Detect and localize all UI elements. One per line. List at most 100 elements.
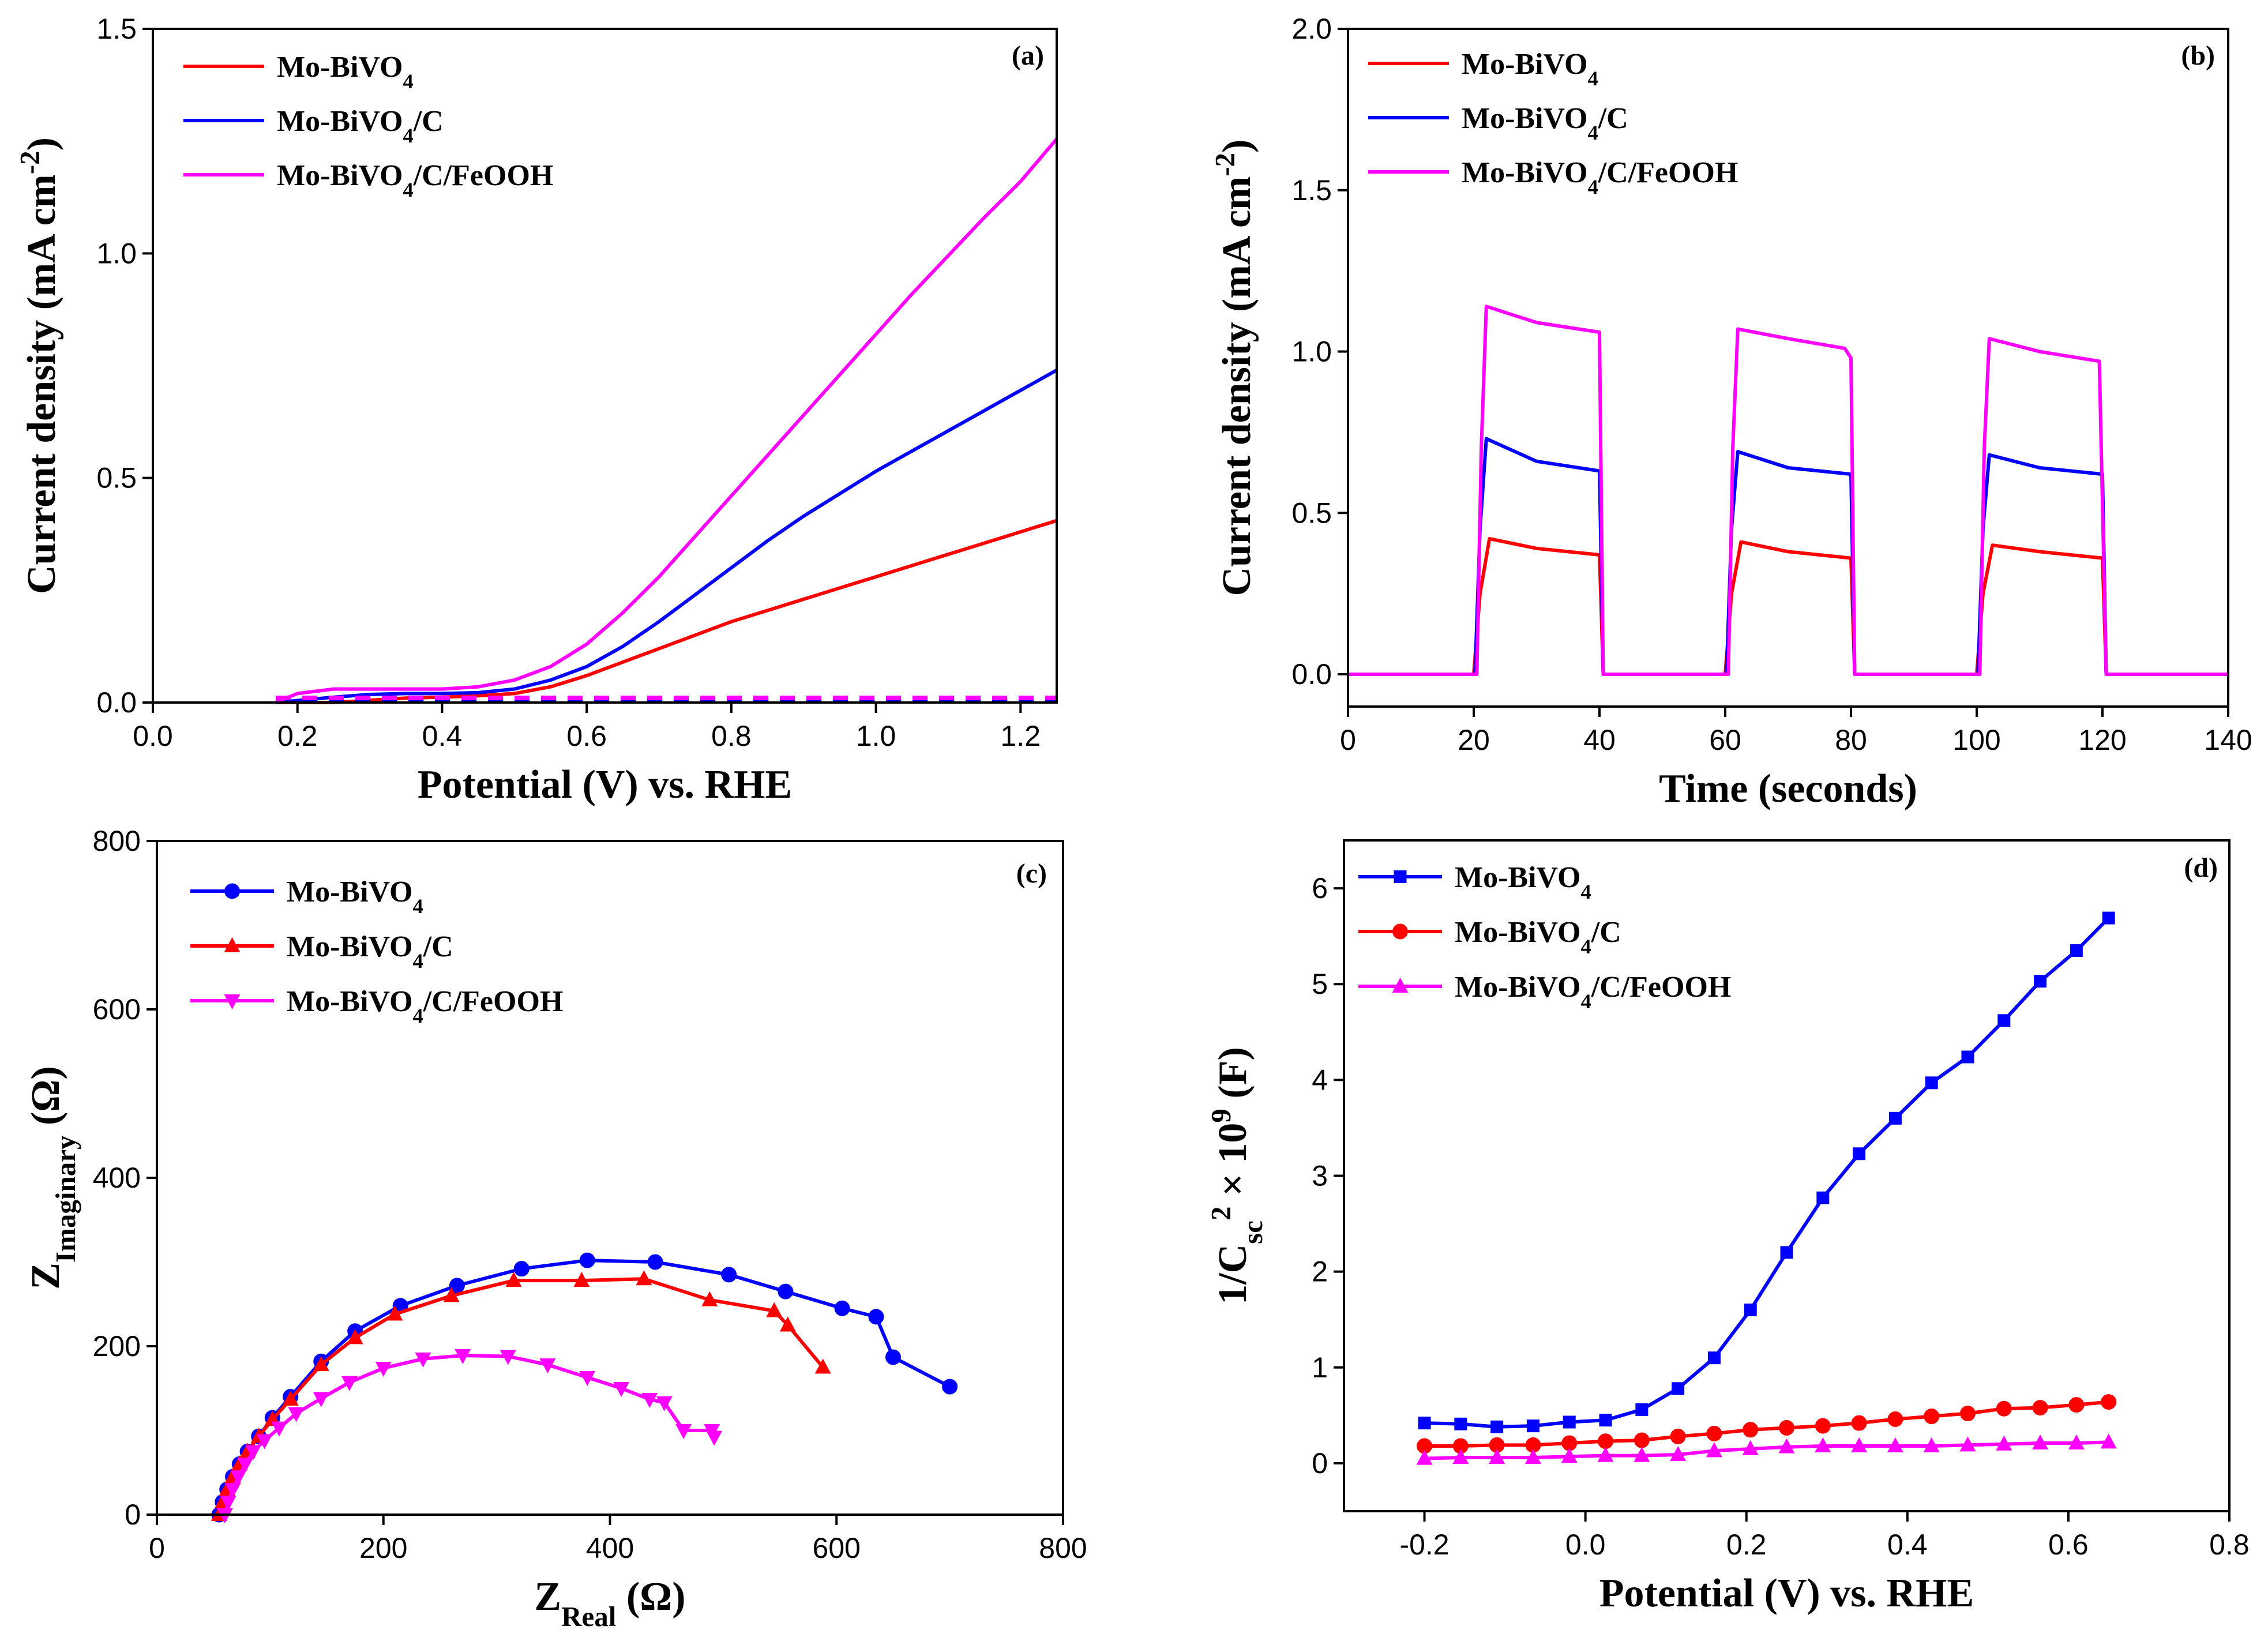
y-tick-label: 1.0 (96, 237, 137, 269)
data-point (2032, 1434, 2049, 1450)
chart-panel-3: 0 200 400 600 800 0 200 400 600 800 ZReal (Ω) ZImag… (24, 825, 1087, 1632)
data-point (579, 1252, 595, 1268)
data-point (505, 1272, 522, 1287)
x-tick-label: 800 (1039, 1532, 1087, 1564)
data-point (375, 1361, 392, 1377)
legend-marker (1392, 923, 1408, 940)
data-point (1599, 1414, 1612, 1427)
legend-item: Mo-BiVO4/C/FeOOH (1358, 971, 1731, 1013)
data-point (2068, 1434, 2085, 1450)
data-point (2034, 975, 2047, 988)
x-tick-label: 0.4 (422, 720, 463, 752)
x-tick-label: 80 (1835, 724, 1867, 756)
series-3 (275, 137, 1058, 704)
data-point (1416, 1449, 1433, 1465)
x-tick-label: 20 (1458, 724, 1490, 756)
x-axis-title: Potential (V) vs. RHE (418, 763, 792, 807)
y-tick-label: 6 (1312, 872, 1328, 904)
x-tick-label: 0.8 (2209, 1528, 2250, 1561)
legend-item: Mo-BiVO4/C (190, 930, 453, 972)
x-tick-label: 0.0 (1565, 1528, 1606, 1561)
data-point (2068, 1397, 2085, 1413)
panel-label: (b) (2181, 40, 2215, 71)
y-tick-label: 0.0 (96, 686, 137, 719)
y-axis-title: Current density (mA cm-2) (1209, 140, 1260, 596)
series-1 (1418, 911, 2115, 1433)
series-line (1348, 305, 2228, 676)
series-line (275, 137, 1058, 704)
series-line (223, 1354, 716, 1515)
data-point (2032, 1400, 2048, 1416)
series-3 (1416, 1433, 2117, 1465)
x-axis-title: Time (seconds) (1659, 767, 1917, 811)
legend-item: Mo-BiVO4/C/FeOOH (190, 985, 563, 1027)
data-point (675, 1424, 692, 1439)
data-point (1887, 1411, 1903, 1428)
data-point (641, 1392, 658, 1408)
data-point (1925, 1076, 1938, 1090)
data-point (1853, 1147, 1866, 1160)
x-axis-title: ZReal (Ω) (534, 1575, 685, 1632)
x-tick-label: 600 (813, 1532, 861, 1564)
data-point (1887, 1437, 1903, 1453)
legend-marker (1392, 978, 1409, 993)
panel-label: (c) (1016, 858, 1047, 889)
legend-label: Mo-BiVO4/C/FeOOH (1462, 156, 1738, 198)
data-point (1635, 1403, 1649, 1416)
data-point (415, 1352, 431, 1368)
data-point (539, 1358, 556, 1374)
y-tick-label: 3 (1312, 1160, 1328, 1192)
x-tick-label: 0.8 (711, 720, 752, 752)
data-point (1598, 1433, 1614, 1449)
y-tick-label: 0 (125, 1498, 141, 1531)
data-point (868, 1309, 884, 1325)
y-axis-title: ZImaginary (Ω) (24, 1066, 81, 1289)
x-tick-label: 200 (359, 1532, 407, 1564)
data-point (1816, 1191, 1830, 1204)
data-point (500, 1350, 516, 1365)
data-point (721, 1267, 737, 1283)
data-point (1961, 1050, 1974, 1064)
data-point (1996, 1435, 2012, 1451)
data-point (1454, 1417, 1467, 1430)
data-point (778, 1283, 794, 1300)
legend-label: Mo-BiVO4/C (1462, 102, 1628, 144)
chart-panel-1: 0.0 0.2 0.4 0.6 0.8 1.0 1.2 0.0 0.5 1.0 1.5 Potenti… (14, 13, 1058, 807)
data-point (513, 1261, 530, 1277)
series-line (1348, 537, 2228, 676)
legend: Mo-BiVO4 Mo-BiVO4/C Mo-BiVO4/C/FeOOH (1358, 861, 1731, 1013)
data-point (1851, 1437, 1868, 1453)
data-point (1996, 1400, 2012, 1417)
data-point (271, 1421, 288, 1437)
legend-item: Mo-BiVO4/C (183, 105, 444, 147)
data-point (1706, 1442, 1722, 1458)
legend-item: Mo-BiVO4 (190, 876, 423, 918)
series-2 (1348, 437, 2228, 676)
y-tick-label: 5 (1312, 968, 1328, 1000)
data-point (1490, 1420, 1504, 1433)
x-tick-label: 0.2 (277, 720, 318, 752)
data-point (341, 1376, 358, 1391)
x-tick-label: 1.2 (1001, 720, 1041, 752)
data-point (313, 1392, 329, 1407)
data-point (2101, 1394, 2117, 1410)
x-tick-label: 0.0 (133, 720, 173, 752)
data-point (288, 1407, 305, 1422)
y-axis-title: Current density (mA cm-2) (14, 137, 65, 594)
y-tick-label: 2.0 (1291, 13, 1332, 45)
series-3 (216, 1349, 723, 1523)
data-point (573, 1272, 590, 1287)
x-tick-label: 140 (2204, 724, 2252, 756)
legend-item: Mo-BiVO4/C (1358, 916, 1621, 958)
x-tick-label: 60 (1709, 724, 1741, 756)
data-point (1418, 1417, 1431, 1430)
legend-label: Mo-BiVO4/C/FeOOH (287, 985, 563, 1027)
x-tick-label: 400 (586, 1532, 634, 1564)
x-tick-label: 100 (1952, 724, 2000, 756)
x-tick-label: 40 (1583, 724, 1616, 756)
data-point (386, 1305, 403, 1321)
data-point (1888, 1111, 1902, 1125)
legend-item: Mo-BiVO4/C/FeOOH (183, 159, 553, 201)
x-tick-label: 0 (1340, 724, 1356, 756)
series-2 (211, 1270, 831, 1521)
